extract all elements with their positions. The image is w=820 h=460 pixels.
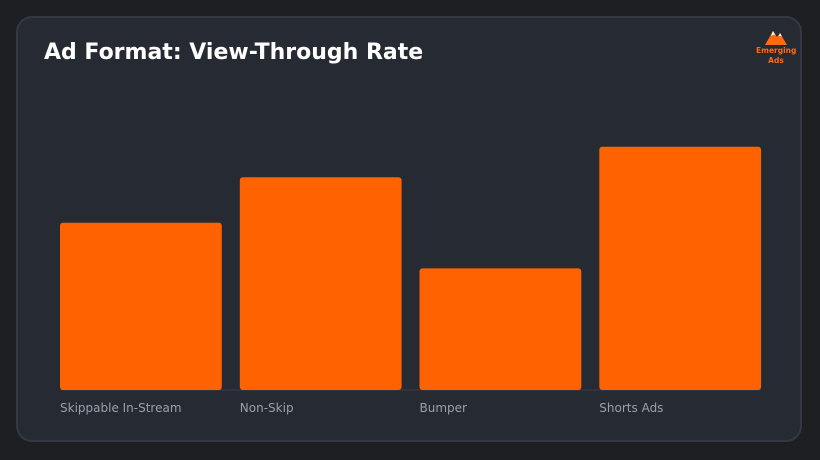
logo-text-line-2: Ads: [768, 56, 784, 65]
x-tick-label: Skippable In-Stream: [60, 401, 182, 415]
bar-shorts-ads: [599, 146, 762, 390]
bar-skippable-in-stream: [60, 222, 222, 390]
bar-non-skip: [239, 177, 402, 390]
x-tick-label: Bumper: [420, 401, 468, 415]
chart-title: Ad Format: View-Through Rate: [44, 40, 424, 65]
x-tick-label: Shorts Ads: [599, 401, 663, 415]
brand-logo: Emerging Ads: [756, 28, 796, 66]
bar-bumper: [419, 268, 582, 390]
x-tick-label: Non-Skip: [240, 401, 294, 415]
mountain-logo-icon: [765, 31, 787, 45]
logo-text-line-1: Emerging: [756, 46, 797, 55]
